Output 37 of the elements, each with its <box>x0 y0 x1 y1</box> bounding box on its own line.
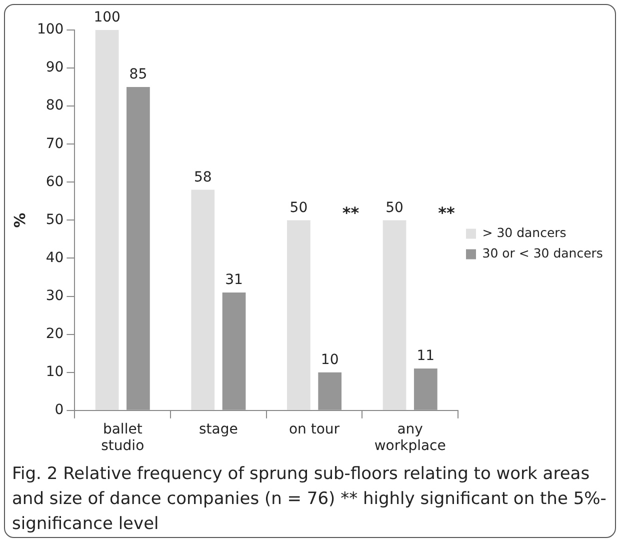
y-tick-label: 10 <box>46 364 64 380</box>
y-tick-label: 80 <box>46 98 64 114</box>
y-tick-label: 100 <box>36 22 64 38</box>
annotation: ** <box>438 203 456 222</box>
bar <box>222 292 246 410</box>
y-tick-label: 90 <box>46 60 64 76</box>
y-tick-label: 50 <box>46 212 64 228</box>
data-label: 100 <box>94 10 120 26</box>
x-tick-label: any workplace <box>374 421 446 454</box>
caption: Fig. 2 Relative frequency of sprung sub-floors relating to work areas and size of dance companies (n = 76) ** highly significant on the 5%- significance level <box>12 463 607 536</box>
legend-label: > 30 dancers <box>482 225 566 240</box>
x-tick-label: on tour <box>288 421 340 438</box>
bar <box>126 87 150 410</box>
y-tick-label: 60 <box>46 174 64 190</box>
x-tick-label: ballet studio <box>101 421 144 454</box>
y-axis-title: % <box>10 212 29 228</box>
data-label: 50 <box>290 200 308 216</box>
data-label: 85 <box>129 66 148 83</box>
data-label: 10 <box>320 352 339 368</box>
bar <box>191 190 215 410</box>
annotation: ** <box>342 203 360 222</box>
y-tick-label: 0 <box>54 402 64 418</box>
y-tick-label: 70 <box>46 136 64 152</box>
bar <box>414 368 438 410</box>
data-label: 50 <box>386 200 404 216</box>
bar <box>318 372 342 410</box>
data-label: 58 <box>194 169 212 186</box>
bar <box>287 220 310 410</box>
x-tick-label: stage <box>199 421 238 438</box>
y-tick-label: 40 <box>46 250 64 266</box>
y-tick-label: 30 <box>46 288 64 304</box>
bar <box>382 220 406 410</box>
legend-label: 30 or < 30 dancers <box>482 246 603 260</box>
data-label: 11 <box>416 348 435 364</box>
bar <box>95 30 119 410</box>
y-tick-label: 20 <box>46 326 64 342</box>
data-label: 31 <box>225 272 243 288</box>
